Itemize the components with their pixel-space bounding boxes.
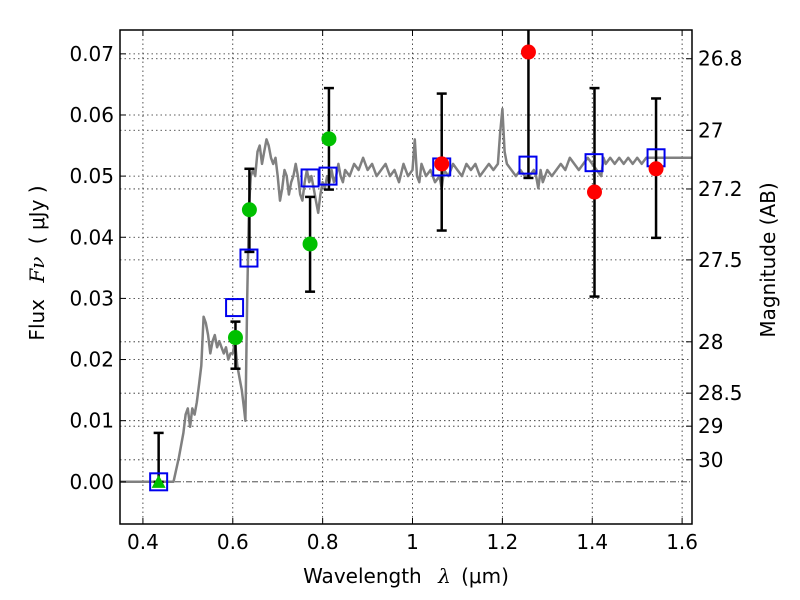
observed-flux-point (434, 156, 450, 172)
observed-flux-point (520, 44, 536, 60)
model-band-square (239, 248, 259, 268)
model-band-square (149, 472, 169, 492)
y-tick-label: 0.06 (69, 103, 114, 127)
x-axis-label-unit: (μm) (461, 564, 509, 588)
x-axis-label: Wavelength λ (μm) (303, 564, 509, 588)
magnitude-tick-label: 27.2 (698, 177, 743, 201)
y-tick-label: 0.05 (69, 164, 114, 188)
x-tick-label: 0.8 (307, 530, 339, 554)
x-axis-label-symbol: λ (437, 564, 451, 588)
x-tick-label: 1 (406, 530, 419, 554)
y-tick-label: 0.07 (69, 42, 114, 66)
x-tick-label: 1.4 (576, 530, 608, 554)
magnitude-tick-label: 30 (698, 448, 723, 472)
y-axis-label-symbol: Fν (25, 257, 49, 284)
observed-flux-point (227, 330, 243, 346)
marker-layer (149, 44, 666, 492)
y-tick-label: 0.01 (69, 409, 114, 433)
y-axis-ticks: 0.00 0.01 0.02 0.03 0.04 0.05 0.06 0.07 (69, 42, 126, 494)
y-tick-label: 0.03 (69, 286, 114, 310)
observed-flux-point (648, 161, 664, 177)
y-axis-label-text: Flux (25, 299, 49, 341)
observed-flux-point (321, 131, 337, 147)
grid-layer (120, 30, 692, 524)
model-spectrum-line (120, 107, 692, 484)
frame-layer (119, 29, 693, 525)
magnitude-tick-label: 28.5 (698, 381, 743, 405)
y-tick-label: 0.04 (69, 225, 114, 249)
error-bar-layer (153, 30, 662, 484)
observed-flux-point (586, 184, 602, 200)
magnitude-tick-label: 28 (698, 330, 723, 354)
y-tick-label: 0.00 (69, 470, 114, 494)
x-tick-label: 1.2 (486, 530, 518, 554)
right-axis-label: Magnitude (AB) (756, 182, 780, 337)
x-tick-label: 0.4 (127, 530, 159, 554)
magnitude-tick-label: 29 (698, 414, 723, 438)
observed-flux-point (241, 202, 257, 218)
model-band-square (584, 153, 604, 173)
magnitude-tick-label: 26.8 (698, 47, 743, 71)
magnitude-tick-label: 27.5 (698, 248, 743, 272)
y-tick-label: 0.02 (69, 348, 114, 372)
y-axis-label-unit: ( μJy ) (25, 185, 49, 244)
x-axis-label-text: Wavelength (303, 564, 422, 588)
model-band-square (225, 298, 245, 318)
spectrum-layer (120, 107, 692, 484)
observed-upper-limit-triangle (151, 474, 166, 488)
model-band-square (318, 166, 338, 186)
plot-frame (119, 29, 693, 525)
model-band-square (518, 155, 538, 175)
magnitude-tick-label: 27 (698, 118, 723, 142)
y-axis-label: Flux Fν ( μJy ) (25, 185, 49, 340)
x-tick-label: 0.6 (217, 530, 249, 554)
x-axis-ticks: 0.4 0.6 0.8 1 1.2 1.4 1.6 (127, 30, 698, 554)
observed-flux-point (302, 236, 318, 252)
right-axis-ticks: 26.8 27 27.2 27.5 28 28.5 29 30 (686, 47, 743, 472)
x-tick-label: 1.6 (666, 530, 698, 554)
